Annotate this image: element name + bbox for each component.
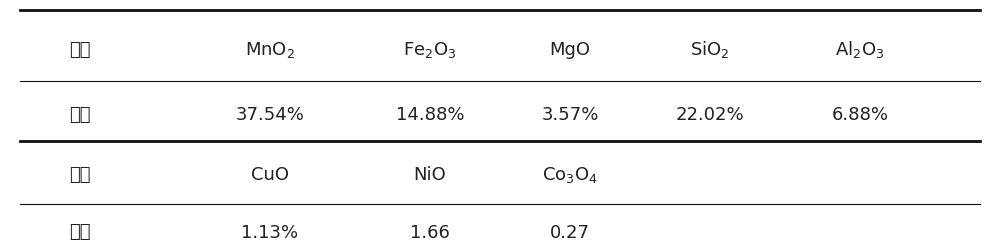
Text: 1.13%: 1.13%	[241, 224, 299, 242]
Text: MgO: MgO	[550, 41, 590, 59]
Text: NiO: NiO	[414, 166, 446, 184]
Text: 3.57%: 3.57%	[541, 106, 599, 124]
Text: Al$_2$O$_3$: Al$_2$O$_3$	[835, 40, 885, 60]
Text: 含量: 含量	[69, 106, 91, 124]
Text: 成分: 成分	[69, 41, 91, 59]
Text: 22.02%: 22.02%	[676, 106, 744, 124]
Text: MnO$_2$: MnO$_2$	[245, 40, 295, 60]
Text: 37.54%: 37.54%	[236, 106, 304, 124]
Text: Fe$_2$O$_3$: Fe$_2$O$_3$	[403, 40, 457, 60]
Text: Co$_3$O$_4$: Co$_3$O$_4$	[542, 165, 598, 185]
Text: SiO$_2$: SiO$_2$	[690, 40, 730, 60]
Text: 14.88%: 14.88%	[396, 106, 464, 124]
Text: 成分: 成分	[69, 166, 91, 184]
Text: 1.66: 1.66	[410, 224, 450, 242]
Text: 0.27: 0.27	[550, 224, 590, 242]
Text: 含量: 含量	[69, 224, 91, 242]
Text: 6.88%: 6.88%	[832, 106, 889, 124]
Text: CuO: CuO	[251, 166, 289, 184]
